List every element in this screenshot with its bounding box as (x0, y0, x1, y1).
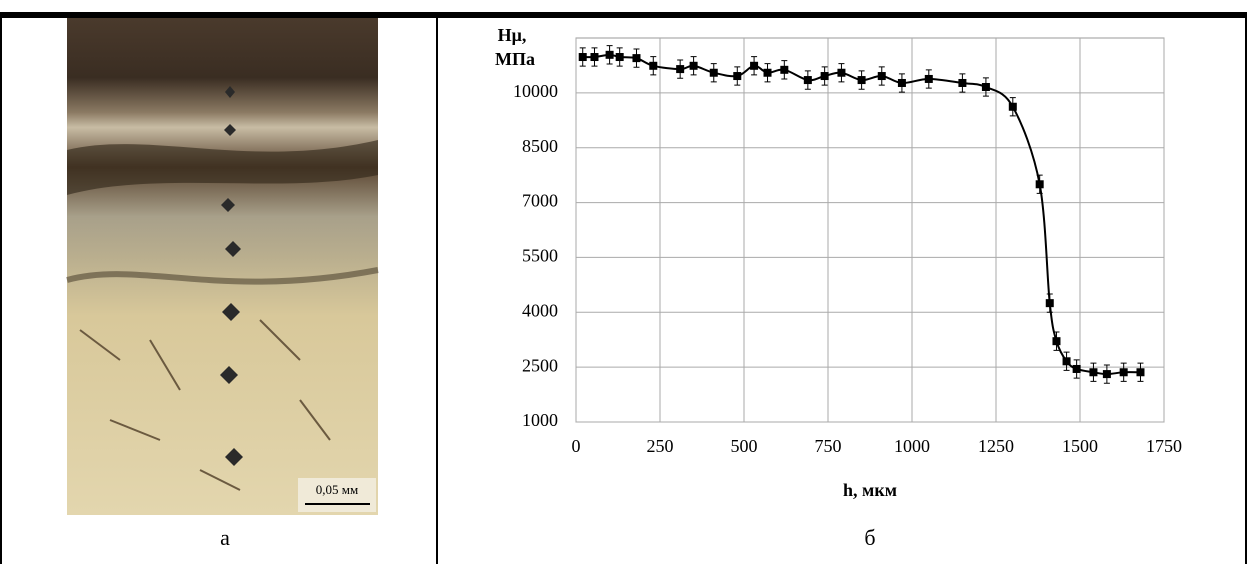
y-axis-title: Hμ, (498, 25, 527, 45)
data-point (780, 65, 789, 74)
data-point (1052, 337, 1061, 346)
data-point (750, 61, 759, 70)
y-tick-label: 7000 (522, 191, 558, 211)
data-point (897, 78, 906, 87)
data-point (1102, 370, 1111, 379)
data-point (632, 54, 641, 63)
figure-caption: б (864, 525, 875, 550)
x-tick-label: 500 (731, 436, 758, 456)
data-point (820, 72, 829, 81)
x-tick-label: 1250 (978, 436, 1014, 456)
y-tick-label: 4000 (522, 300, 558, 320)
x-axis-title: h, мкм (843, 480, 897, 500)
data-point (1045, 299, 1054, 308)
x-tick-label: 1750 (1146, 436, 1182, 456)
figure-caption: а (220, 525, 230, 550)
data-point (1089, 368, 1098, 377)
data-point (763, 68, 772, 77)
micrograph (66, 18, 379, 515)
y-tick-label: 8500 (522, 136, 558, 156)
data-point (1035, 180, 1044, 189)
data-point (733, 72, 742, 81)
data-point (578, 53, 587, 62)
y-axis-title: МПа (495, 49, 535, 69)
data-point (981, 83, 990, 92)
data-point (1119, 368, 1128, 377)
data-point (649, 61, 658, 70)
data-point (924, 74, 933, 83)
data-point (709, 68, 718, 77)
data-point (1072, 364, 1081, 373)
data-point (1008, 102, 1017, 111)
x-tick-label: 1000 (894, 436, 930, 456)
data-point (590, 53, 599, 62)
x-tick-label: 0 (572, 436, 581, 456)
y-tick-label: 5500 (522, 246, 558, 266)
data-point (605, 50, 614, 59)
plot-area (575, 37, 1165, 423)
x-tick-label: 250 (647, 436, 674, 456)
y-tick-label: 1000 (522, 410, 558, 430)
y-tick-label: 2500 (522, 355, 558, 375)
data-point (803, 76, 812, 85)
data-point (958, 78, 967, 87)
data-point (877, 72, 886, 81)
data-point (857, 76, 866, 85)
y-tick-label: 10000 (513, 81, 558, 101)
top-rule (0, 12, 1247, 18)
data-line (582, 53, 1141, 376)
data-point (1136, 368, 1145, 377)
data-point (676, 65, 685, 74)
x-tick-label: 1500 (1062, 436, 1098, 456)
data-point (689, 61, 698, 70)
scale-label: 0,05 мм (316, 482, 358, 497)
data-point (1062, 357, 1071, 366)
x-tick-label: 750 (815, 436, 842, 456)
data-point (615, 53, 624, 62)
data-point (837, 68, 846, 77)
